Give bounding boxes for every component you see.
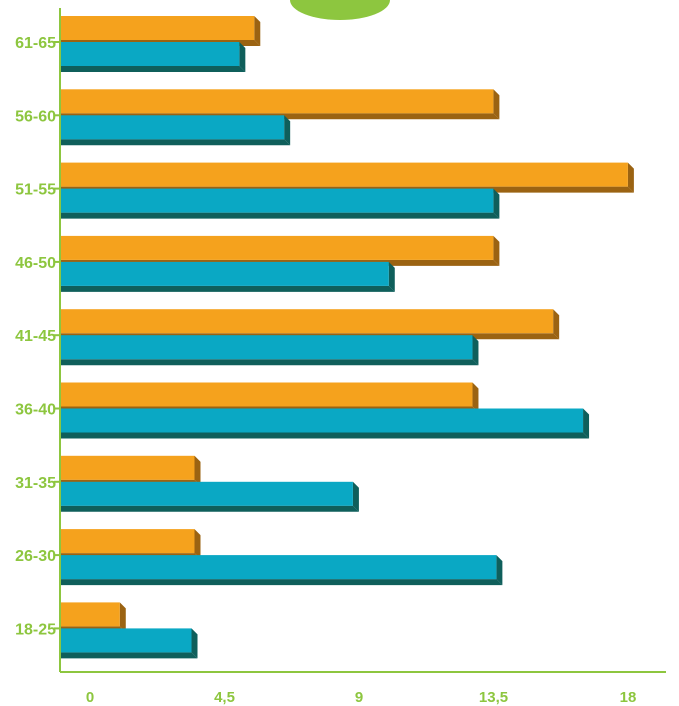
category-labels: 61-65 56-60 51-55 46-50 41-45 36-40 31-35 26-30… [15, 35, 60, 638]
bar-side-face [627, 162, 634, 193]
bar-side-face [553, 309, 560, 340]
bar-front-face [60, 16, 255, 40]
bar-bottom-face [60, 432, 590, 439]
bar-36-40-series-2 [60, 408, 590, 439]
x-tick-label: 4,5 [214, 689, 235, 706]
bar-bottom-face [60, 359, 479, 366]
bar-31-35-series-1 [60, 455, 201, 486]
bar-41-45-series-1 [60, 309, 560, 340]
bar-bottom-face [60, 579, 503, 586]
bar-front-face [60, 162, 628, 187]
x-tick-label: 0 [86, 689, 94, 706]
bar-side-face [493, 89, 500, 120]
category-label: 46-50 [15, 255, 56, 272]
bar-side-face [493, 235, 500, 266]
bar-front-face [60, 235, 494, 260]
bar-side-face [472, 335, 479, 366]
bar-56-60-series-2 [60, 115, 291, 146]
bar-side-face [496, 555, 503, 586]
bar-61-65-series-2 [60, 42, 246, 72]
bar-side-face [254, 16, 261, 46]
bar-front-face [60, 42, 240, 66]
bar-side-face [284, 115, 291, 146]
bar-side-face [352, 481, 359, 512]
bar-51-55-series-2 [60, 188, 500, 219]
x-tick-label: 18 [620, 689, 637, 706]
bar-front-face [60, 89, 494, 114]
bar-61-65-series-1 [60, 16, 261, 46]
bar-front-face [60, 335, 473, 360]
bars-group [60, 16, 634, 659]
bar-36-40-series-1 [60, 382, 479, 413]
bar-side-face [388, 261, 395, 292]
bar-46-50-series-1 [60, 235, 500, 266]
bar-bottom-face [60, 66, 246, 72]
bar-side-face [583, 408, 590, 439]
category-label: 61-65 [15, 35, 56, 52]
bar-front-face [60, 115, 285, 140]
bar-side-face [194, 455, 201, 486]
category-label: 26-30 [15, 548, 56, 565]
x-tick-labels: 0 4,5 9 13,5 18 [86, 689, 637, 706]
bar-41-45-series-2 [60, 335, 479, 366]
bar-56-60-series-1 [60, 89, 500, 120]
bar-front-face [60, 602, 120, 627]
category-label: 51-55 [15, 182, 56, 199]
bar-front-face [60, 408, 584, 433]
bar-front-face [60, 382, 473, 407]
bar-side-face [119, 602, 126, 633]
bar-51-55-series-1 [60, 162, 634, 193]
bar-bottom-face [60, 212, 500, 219]
category-label: 56-60 [15, 108, 56, 125]
category-label: 31-35 [15, 475, 56, 492]
bar-18-25-series-2 [60, 628, 198, 659]
bar-side-face [472, 382, 479, 413]
bar-front-face [60, 188, 494, 213]
category-label: 36-40 [15, 402, 56, 419]
bar-front-face [60, 309, 554, 334]
bar-31-35-series-2 [60, 481, 359, 512]
bar-front-face [60, 481, 353, 506]
bar-bottom-face [60, 505, 359, 512]
bar-26-30-series-1 [60, 529, 201, 560]
category-label: 41-45 [15, 328, 56, 345]
category-label: 18-25 [15, 621, 56, 638]
top-circle-decoration [290, 0, 390, 20]
bar-side-face [194, 529, 201, 560]
bar-side-face [239, 42, 246, 72]
axes-group [59, 8, 666, 673]
bar-front-face [60, 261, 389, 286]
bar-front-face [60, 455, 195, 480]
bar-front-face [60, 628, 192, 653]
bar-bottom-face [60, 285, 395, 292]
bar-18-25-series-1 [60, 602, 126, 633]
bar-front-face [60, 555, 497, 580]
x-tick-label: 9 [355, 689, 363, 706]
bar-front-face [60, 529, 195, 554]
bar-side-face [493, 188, 500, 219]
bar-bottom-face [60, 652, 198, 659]
bar-46-50-series-2 [60, 261, 395, 292]
bar-side-face [191, 628, 198, 659]
x-tick-label: 13,5 [479, 689, 508, 706]
bar-bottom-face [60, 139, 291, 146]
bar-26-30-series-2 [60, 555, 503, 586]
